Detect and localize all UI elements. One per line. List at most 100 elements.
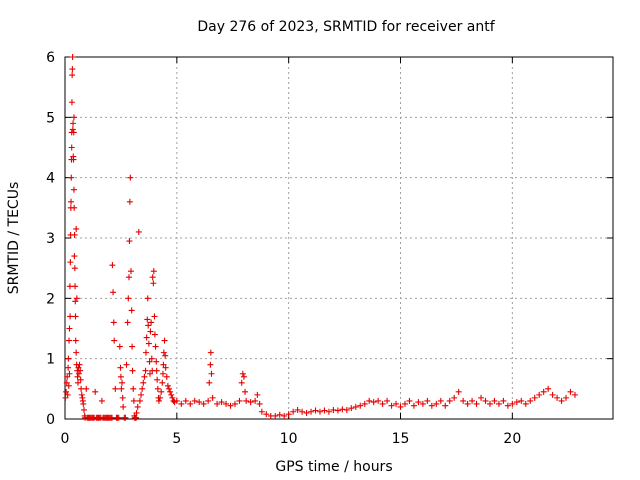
data-point bbox=[130, 385, 137, 392]
data-point bbox=[473, 400, 480, 407]
data-point bbox=[118, 385, 125, 392]
data-point bbox=[63, 388, 70, 395]
data-point bbox=[72, 337, 79, 344]
x-tick-label-2: 10 bbox=[280, 431, 298, 447]
data-point bbox=[384, 397, 391, 404]
data-point bbox=[124, 319, 131, 326]
data-point bbox=[145, 340, 152, 347]
chart-title: Day 276 of 2023, SRMTID for receiver ant… bbox=[197, 19, 495, 35]
data-point bbox=[370, 399, 377, 406]
data-point bbox=[540, 388, 547, 395]
data-point bbox=[478, 394, 485, 401]
y-tick-label-4: 4 bbox=[46, 171, 55, 187]
data-point bbox=[366, 397, 373, 404]
data-point bbox=[276, 411, 283, 418]
data-point bbox=[65, 364, 72, 371]
data-point bbox=[72, 298, 79, 305]
data-point bbox=[98, 397, 105, 404]
data-point bbox=[401, 400, 408, 407]
data-point bbox=[160, 361, 167, 368]
data-point bbox=[138, 391, 145, 398]
data-point bbox=[153, 367, 160, 374]
data-point bbox=[207, 361, 214, 368]
data-point bbox=[348, 405, 355, 412]
data-point bbox=[160, 349, 167, 356]
data-point bbox=[139, 385, 146, 392]
data-point bbox=[83, 385, 90, 392]
data-point bbox=[178, 400, 185, 407]
data-point bbox=[127, 174, 134, 181]
data-point bbox=[352, 403, 359, 410]
data-point bbox=[127, 268, 134, 275]
data-point bbox=[536, 391, 543, 398]
data-point bbox=[151, 331, 158, 338]
data-point bbox=[200, 400, 207, 407]
data-point bbox=[72, 313, 79, 320]
data-point bbox=[173, 397, 180, 404]
data-point bbox=[136, 397, 143, 404]
data-point bbox=[74, 379, 81, 386]
data-points bbox=[62, 54, 578, 421]
data-point bbox=[75, 370, 82, 377]
data-point bbox=[66, 337, 73, 344]
data-point bbox=[162, 352, 169, 359]
data-point bbox=[522, 400, 529, 407]
data-point bbox=[80, 400, 87, 407]
data-point bbox=[167, 388, 174, 395]
data-point bbox=[150, 268, 157, 275]
data-point bbox=[509, 400, 516, 407]
data-point bbox=[146, 370, 153, 377]
data-point bbox=[163, 373, 170, 380]
data-point bbox=[158, 388, 165, 395]
data-point bbox=[281, 412, 288, 419]
data-point bbox=[469, 397, 476, 404]
data-point bbox=[148, 355, 155, 362]
data-point bbox=[495, 400, 502, 407]
data-point bbox=[361, 400, 368, 407]
data-point bbox=[513, 399, 520, 406]
data-point bbox=[120, 403, 127, 410]
data-point bbox=[77, 376, 84, 383]
data-point bbox=[109, 262, 116, 269]
data-point bbox=[316, 408, 323, 415]
data-point bbox=[149, 274, 156, 281]
data-point bbox=[424, 397, 431, 404]
data-point bbox=[68, 99, 75, 106]
data-point bbox=[294, 406, 301, 413]
data-point bbox=[115, 414, 122, 421]
data-point bbox=[140, 379, 147, 386]
data-point bbox=[207, 349, 214, 356]
data-point bbox=[397, 403, 404, 410]
data-point bbox=[252, 397, 259, 404]
data-point bbox=[70, 129, 77, 136]
data-point bbox=[168, 391, 175, 398]
data-point bbox=[218, 399, 225, 406]
data-point bbox=[325, 408, 332, 415]
data-point bbox=[141, 373, 148, 380]
data-point bbox=[554, 394, 561, 401]
data-point bbox=[71, 253, 78, 260]
data-point bbox=[68, 198, 75, 205]
data-point bbox=[133, 409, 140, 416]
data-point bbox=[406, 397, 413, 404]
data-point bbox=[239, 370, 246, 377]
data-point bbox=[148, 319, 155, 326]
data-point bbox=[92, 388, 99, 395]
data-point bbox=[110, 289, 117, 296]
data-point bbox=[69, 72, 76, 79]
axis-ticks: 0 1 2 3 4 5 6 0 5 10 15 20 bbox=[46, 50, 613, 447]
data-point bbox=[214, 400, 221, 407]
data-point bbox=[67, 313, 74, 320]
data-point bbox=[545, 385, 552, 392]
data-point bbox=[110, 319, 117, 326]
data-point bbox=[410, 402, 417, 409]
data-point bbox=[236, 397, 243, 404]
data-point bbox=[321, 407, 328, 414]
data-point bbox=[65, 355, 72, 362]
data-point bbox=[122, 414, 129, 421]
data-point bbox=[357, 402, 364, 409]
data-point bbox=[308, 408, 315, 415]
data-point bbox=[67, 259, 74, 266]
data-point bbox=[159, 379, 166, 386]
data-point bbox=[549, 391, 556, 398]
